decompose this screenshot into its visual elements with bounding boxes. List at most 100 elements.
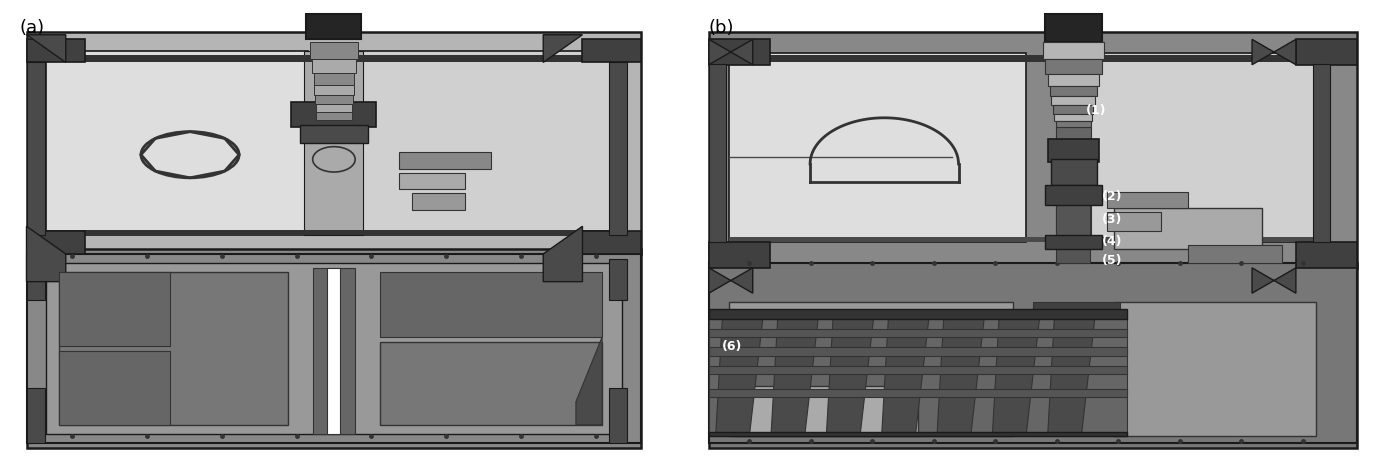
Bar: [1048, 138, 1099, 162]
Bar: [314, 85, 354, 95]
Bar: [26, 32, 642, 254]
Bar: [1073, 53, 1323, 243]
Bar: [582, 231, 642, 254]
Text: (a): (a): [19, 18, 45, 37]
Polygon shape: [543, 226, 582, 282]
Bar: [1033, 302, 1121, 436]
Bar: [59, 272, 171, 346]
Bar: [1049, 86, 1097, 96]
Bar: [26, 259, 45, 300]
Bar: [709, 309, 1128, 318]
Text: (6): (6): [723, 340, 742, 353]
Text: (3): (3): [1102, 213, 1122, 226]
Bar: [709, 243, 770, 268]
Bar: [399, 173, 464, 189]
Bar: [399, 153, 490, 169]
Bar: [26, 388, 45, 443]
Bar: [735, 385, 918, 436]
Bar: [310, 41, 358, 59]
Bar: [730, 237, 1323, 243]
Bar: [26, 39, 85, 62]
Bar: [328, 268, 340, 434]
Text: (5): (5): [1102, 254, 1122, 268]
Bar: [59, 351, 171, 425]
Bar: [1188, 245, 1282, 263]
Bar: [45, 51, 308, 236]
Bar: [709, 431, 1128, 436]
Bar: [709, 365, 1128, 374]
Bar: [1053, 106, 1093, 114]
Bar: [45, 263, 621, 434]
Bar: [380, 272, 602, 337]
Bar: [313, 268, 355, 434]
Bar: [1048, 74, 1099, 86]
Bar: [315, 95, 353, 104]
Polygon shape: [709, 39, 753, 65]
Bar: [1056, 121, 1091, 128]
Bar: [59, 272, 288, 425]
Polygon shape: [716, 318, 763, 436]
Bar: [1056, 247, 1091, 263]
Polygon shape: [576, 337, 602, 425]
Bar: [26, 231, 85, 254]
Bar: [1051, 159, 1097, 185]
Bar: [730, 302, 1012, 436]
Bar: [709, 263, 1356, 443]
Polygon shape: [993, 318, 1040, 436]
Bar: [26, 254, 642, 443]
Bar: [292, 102, 376, 127]
Bar: [307, 14, 361, 39]
Bar: [1051, 96, 1095, 106]
Bar: [315, 104, 353, 112]
Bar: [1114, 208, 1263, 249]
Bar: [709, 32, 1356, 268]
Bar: [609, 388, 627, 443]
Bar: [1045, 14, 1102, 41]
Polygon shape: [26, 35, 66, 62]
Bar: [412, 193, 464, 210]
Bar: [609, 62, 627, 236]
Bar: [300, 125, 368, 143]
Bar: [730, 53, 1026, 243]
Bar: [709, 39, 770, 65]
Polygon shape: [771, 318, 818, 436]
Bar: [1055, 114, 1092, 121]
Bar: [1045, 236, 1102, 249]
Bar: [26, 62, 45, 236]
Bar: [709, 347, 1128, 356]
Bar: [317, 112, 351, 120]
Bar: [1056, 203, 1091, 238]
Bar: [1312, 64, 1330, 242]
Polygon shape: [543, 35, 582, 62]
Text: (1): (1): [1085, 105, 1106, 117]
Bar: [1296, 39, 1356, 65]
Bar: [709, 263, 1356, 448]
Polygon shape: [1252, 39, 1296, 65]
Bar: [709, 317, 1128, 436]
Bar: [1296, 243, 1356, 268]
Bar: [314, 73, 354, 85]
Text: (4): (4): [1102, 235, 1122, 248]
Bar: [709, 64, 726, 242]
Polygon shape: [826, 318, 873, 436]
Bar: [1107, 192, 1188, 208]
Polygon shape: [1048, 318, 1095, 436]
Polygon shape: [709, 268, 753, 293]
Bar: [709, 329, 1128, 337]
Text: (2): (2): [1102, 190, 1122, 203]
Bar: [26, 249, 642, 448]
Bar: [1056, 128, 1091, 243]
Bar: [609, 259, 627, 300]
Ellipse shape: [313, 146, 355, 172]
Bar: [730, 56, 1323, 62]
Bar: [1045, 59, 1102, 74]
Bar: [304, 51, 364, 236]
Polygon shape: [1252, 268, 1296, 293]
Bar: [380, 341, 602, 425]
Polygon shape: [881, 318, 929, 436]
Bar: [1042, 41, 1103, 59]
Bar: [709, 389, 1128, 397]
Text: (b): (b): [709, 18, 734, 37]
Bar: [45, 230, 621, 236]
Bar: [347, 51, 621, 236]
